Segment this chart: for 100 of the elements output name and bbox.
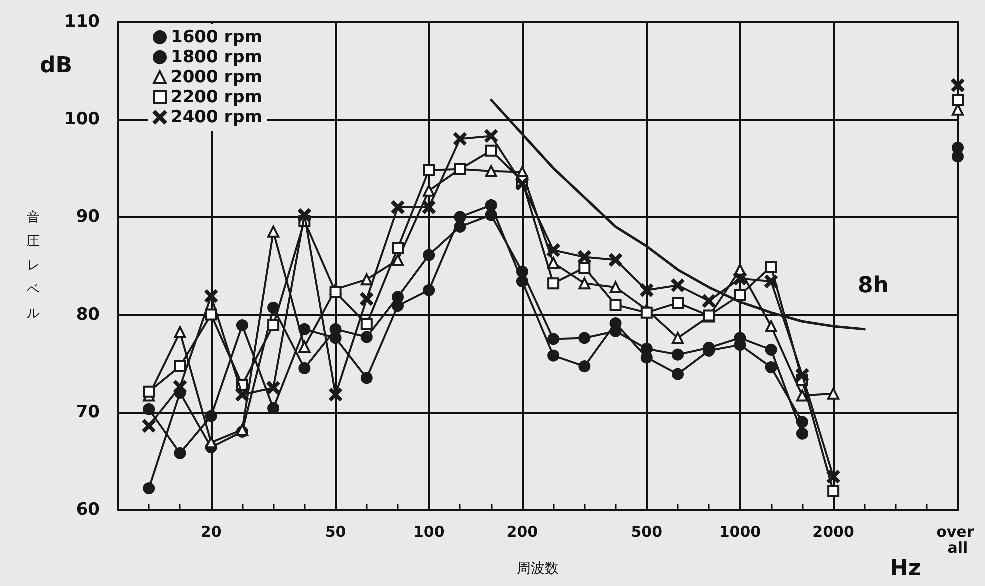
point <box>143 482 156 495</box>
point <box>828 388 840 400</box>
point <box>516 178 529 191</box>
point <box>547 244 560 257</box>
point <box>827 470 840 484</box>
y-tick-label: 80 <box>76 304 100 325</box>
y-tick-label: 100 <box>64 110 100 130</box>
point <box>174 326 186 338</box>
point <box>485 209 498 222</box>
point <box>516 266 528 278</box>
point <box>423 249 436 262</box>
point <box>548 333 560 346</box>
point <box>360 372 373 384</box>
point <box>765 362 778 374</box>
point <box>609 254 622 267</box>
point <box>143 403 156 416</box>
point <box>236 320 248 332</box>
text: dB <box>40 54 73 78</box>
point <box>143 386 156 398</box>
point <box>392 254 404 266</box>
y-tick-label: 110 <box>64 12 100 32</box>
point <box>672 332 684 344</box>
y-axis-title: 音圧レベル <box>27 210 40 322</box>
x-tick-label: 2000 <box>812 523 854 541</box>
point <box>205 410 218 422</box>
point <box>423 164 436 176</box>
point <box>454 211 466 224</box>
legend-label: 2200 rpm <box>171 88 262 108</box>
point <box>672 279 684 292</box>
point <box>360 274 373 286</box>
point <box>360 318 373 331</box>
x-tick-label: 200 <box>506 523 538 541</box>
point <box>610 281 622 294</box>
point <box>268 302 280 314</box>
point <box>548 350 560 362</box>
point <box>672 368 684 380</box>
point <box>952 94 964 106</box>
point <box>142 420 156 433</box>
point <box>360 331 373 344</box>
point <box>952 150 964 163</box>
point <box>204 290 218 303</box>
point <box>298 208 312 222</box>
x-tick-label: 1000 <box>719 523 762 541</box>
legend-label: 2000 rpm <box>171 68 262 88</box>
point <box>952 78 964 92</box>
point <box>578 278 591 290</box>
point <box>329 388 342 402</box>
legend-label: 2400 rpm <box>171 108 262 128</box>
point <box>548 278 560 290</box>
point <box>330 323 342 336</box>
point <box>610 299 622 312</box>
point <box>174 360 186 373</box>
point <box>360 292 374 306</box>
text: Hz <box>890 556 922 582</box>
x-tick-label: 100 <box>413 523 445 541</box>
point <box>796 390 808 402</box>
point <box>578 262 591 274</box>
point <box>578 360 591 373</box>
legend-label: 1600 rpm <box>171 28 262 48</box>
point <box>423 284 436 296</box>
point <box>702 294 716 308</box>
point <box>764 275 778 288</box>
point <box>578 332 591 344</box>
point <box>392 291 404 304</box>
point <box>485 199 498 212</box>
legend-label: 1800 rpm <box>171 48 262 68</box>
point <box>765 320 778 333</box>
annotation: 8h <box>858 274 889 298</box>
x-tick-label: 500 <box>631 523 663 541</box>
point <box>298 341 311 354</box>
point <box>672 348 684 361</box>
point <box>765 260 778 273</box>
point <box>578 250 592 264</box>
point <box>423 184 436 197</box>
y-tick-label: 90 <box>76 207 100 228</box>
x-axis-title: 周波数 <box>517 561 559 577</box>
point <box>392 200 404 214</box>
y-tick-label: 70 <box>76 402 100 422</box>
point <box>268 226 280 238</box>
point <box>330 286 342 298</box>
point <box>267 382 280 394</box>
point <box>734 272 747 286</box>
point <box>765 344 778 356</box>
x-tick-label: 50 <box>325 523 346 541</box>
point <box>485 144 498 157</box>
point <box>640 306 653 319</box>
point <box>268 320 280 332</box>
point <box>236 388 249 402</box>
point <box>174 447 186 460</box>
point <box>174 380 187 394</box>
point <box>703 310 716 322</box>
point <box>392 242 404 254</box>
point <box>484 130 498 143</box>
point <box>268 402 280 414</box>
point <box>734 289 746 302</box>
point <box>548 257 560 270</box>
point <box>485 165 498 178</box>
point <box>640 284 654 297</box>
point <box>422 200 436 214</box>
point <box>796 428 808 440</box>
